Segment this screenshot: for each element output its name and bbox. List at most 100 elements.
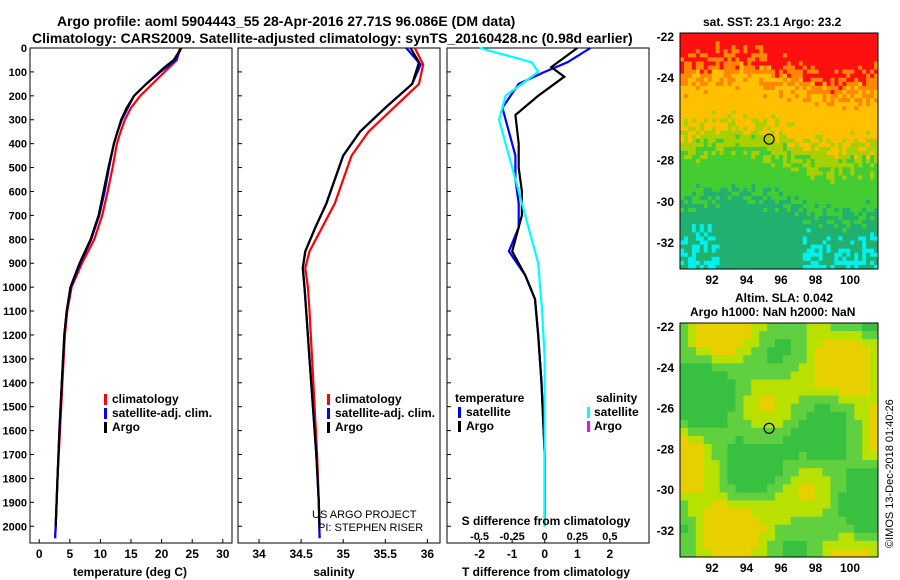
sst-map-cell [830,41,835,46]
sla-map-cell [782,395,792,405]
sst-map-cell [703,45,709,50]
sst-map-cell [739,134,744,140]
sla-map-cell [814,516,824,526]
sla-map-cell [703,460,713,469]
sst-map-cell [747,195,752,201]
sla-map-cell [775,540,784,550]
sst-map-cell [782,260,788,266]
sst-map-cell [786,228,792,233]
sst-map-cell [751,155,756,160]
sst-map-cell [826,146,831,152]
sst-map-cell [834,45,839,50]
sla-map-cell [680,403,689,413]
sst-map-cell [739,264,744,270]
sst-map-cell [810,122,816,128]
sst-map-cell [683,37,689,42]
sst-map-cell [874,61,879,67]
sla-map-cell [751,419,760,429]
sst-map-cell [830,122,835,128]
sst-map-cell [735,138,740,144]
sst-map-cell [854,57,859,62]
sst-map-cell [747,163,752,168]
sst-map-cell [763,155,768,160]
sst-map-cell [687,45,693,50]
sst-map-cell [782,89,788,95]
sst-map-cell [779,61,784,67]
sla-map-cell [782,540,792,550]
sst-map-cell [850,138,855,144]
sst-map-cell [719,175,725,180]
sst-map-cell [854,155,859,160]
sst-map-cell [703,134,709,140]
sst-map-cell [759,212,764,217]
sla-map-cell [806,411,816,421]
sla-map-cell [854,540,863,550]
sst-map-cell [683,126,689,132]
sst-map-cell [842,151,847,156]
sla-map-cell [775,427,784,437]
sst-map-cell [723,122,729,128]
sla-map-cell [775,476,784,485]
sst-map-cell [874,41,879,46]
sst-map-cell [858,179,863,185]
sst-map-cell [854,73,859,79]
sst-map-cell [826,130,831,136]
s-diff-tick-label: 0.5 [602,531,617,543]
sst-map-cell [695,224,701,229]
sst-map-cell [870,224,875,229]
sst-map-cell [751,73,756,79]
sst-map-cell [680,195,685,201]
sst-map-cell [818,171,824,176]
sst-map-cell [691,45,697,50]
sst-map-cell [719,122,725,128]
sst-map-cell [858,73,863,79]
sst-map-cell [719,53,725,58]
sla-map-cell [846,468,855,477]
sst-map-cell [703,126,709,132]
sst-map-cell [870,142,875,148]
sst-map-cell [687,49,693,54]
sst-map-cell [830,110,835,115]
sst-map-cell [822,175,828,180]
sst-map-cell [779,236,784,242]
sla-map-cell [735,548,744,558]
sla-map-cell [711,379,721,389]
sst-map-cell [743,81,748,87]
sla-map-cell [711,387,721,397]
sst-map-cell [814,212,820,217]
sst-map-cell [731,175,736,180]
sla-map-cell [830,468,839,477]
sst-map-cell [735,45,740,50]
sst-map-cell [691,41,697,46]
sst-map-cell [842,122,847,128]
sst-map-cell [735,167,740,172]
sst-map-cell [683,248,689,254]
sst-map-cell [858,187,863,193]
sla-map-cell [711,419,721,429]
sla-map-cell [719,460,729,469]
sst-map-cell [735,37,740,42]
sla-map-cell [775,379,784,389]
sst-map-cell [854,94,859,99]
sla-map-cell [775,355,784,364]
sla-map-cell [735,379,744,389]
sst-map-cell [814,85,820,91]
sst-map-cell [798,244,804,250]
sla-map-cell [687,460,697,469]
sst-map-cell [842,232,847,237]
sst-map-cell [763,81,768,87]
sst-map-cell [775,183,780,189]
sst-map-cell [870,175,875,180]
sst-map-cell [707,191,713,197]
sst-map-cell [790,77,796,83]
sst-map-cell [838,264,843,270]
series-line-satellite-adj-clim- [54,47,183,539]
sst-map-cell [866,106,871,111]
sst-map-cell [806,45,812,50]
sst-map-cell [810,126,816,132]
sst-map-cell [767,171,772,176]
sst-map-cell [779,57,784,62]
sst-map-cell [858,110,863,115]
sst-map-cell [731,264,736,270]
sst-map-cell [747,122,752,128]
